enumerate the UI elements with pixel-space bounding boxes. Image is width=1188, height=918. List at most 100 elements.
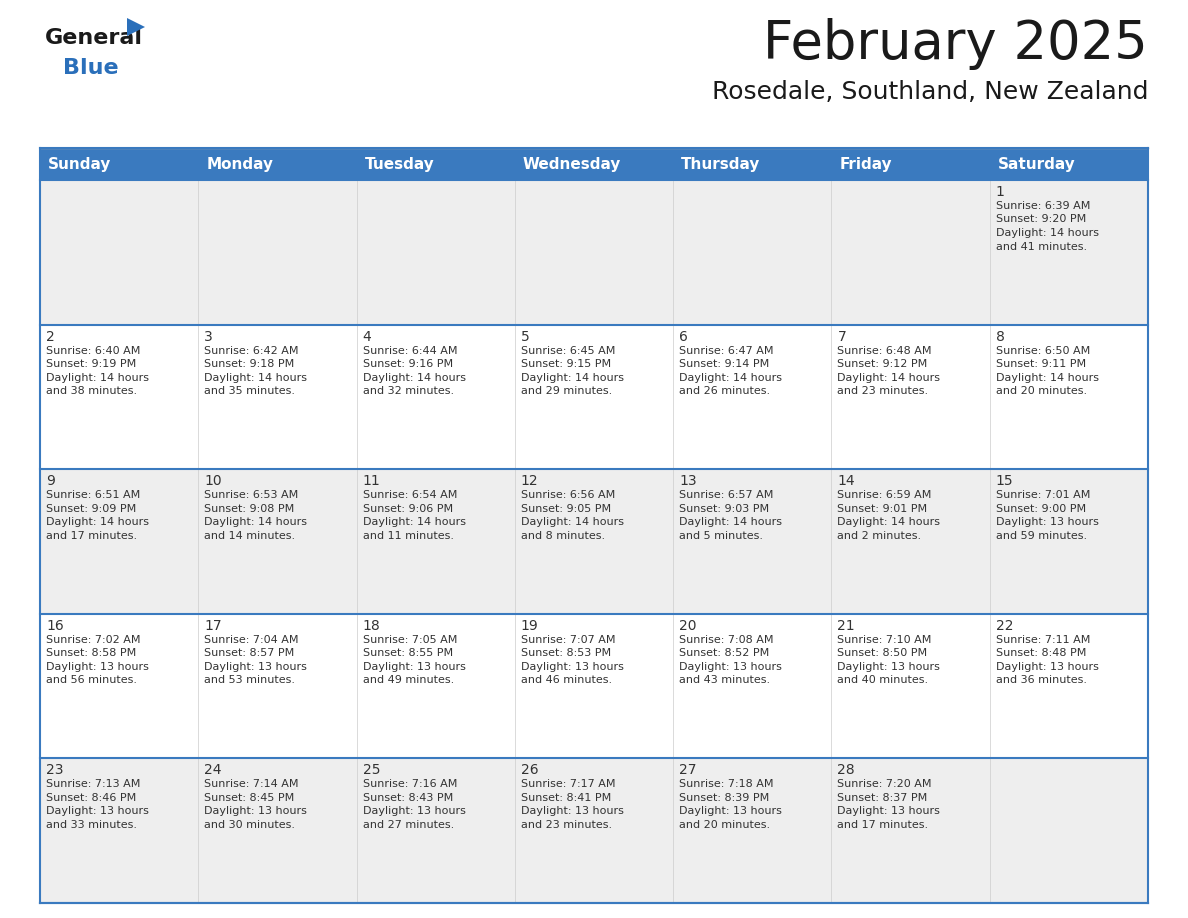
Text: and 11 minutes.: and 11 minutes.	[362, 531, 454, 541]
Text: Daylight: 14 hours: Daylight: 14 hours	[996, 228, 1099, 238]
Text: and 17 minutes.: and 17 minutes.	[46, 531, 137, 541]
Text: Sunset: 9:18 PM: Sunset: 9:18 PM	[204, 359, 295, 369]
Text: Sunset: 8:39 PM: Sunset: 8:39 PM	[680, 793, 770, 803]
Text: Thursday: Thursday	[681, 156, 760, 172]
Text: Sunrise: 6:42 AM: Sunrise: 6:42 AM	[204, 345, 299, 355]
Text: and 33 minutes.: and 33 minutes.	[46, 820, 137, 830]
Text: Tuesday: Tuesday	[365, 156, 435, 172]
Text: Sunset: 8:57 PM: Sunset: 8:57 PM	[204, 648, 295, 658]
Text: and 23 minutes.: and 23 minutes.	[520, 820, 612, 830]
Text: Sunrise: 7:18 AM: Sunrise: 7:18 AM	[680, 779, 773, 789]
Text: Sunset: 9:11 PM: Sunset: 9:11 PM	[996, 359, 1086, 369]
Text: Sunset: 8:45 PM: Sunset: 8:45 PM	[204, 793, 295, 803]
Bar	[40, 614, 1148, 758]
Text: Monday: Monday	[207, 156, 273, 172]
Text: and 53 minutes.: and 53 minutes.	[204, 676, 296, 686]
Text: and 14 minutes.: and 14 minutes.	[204, 531, 296, 541]
Text: Saturday: Saturday	[998, 156, 1075, 172]
Text: and 8 minutes.: and 8 minutes.	[520, 531, 605, 541]
Text: 9: 9	[46, 475, 55, 488]
Bar	[40, 758, 1148, 903]
Text: and 35 minutes.: and 35 minutes.	[204, 386, 296, 396]
Text: 12: 12	[520, 475, 538, 488]
Text: Daylight: 13 hours: Daylight: 13 hours	[46, 806, 148, 816]
Text: Daylight: 14 hours: Daylight: 14 hours	[520, 517, 624, 527]
Text: and 23 minutes.: and 23 minutes.	[838, 386, 929, 396]
Text: Sunrise: 7:17 AM: Sunrise: 7:17 AM	[520, 779, 615, 789]
Text: Sunrise: 6:54 AM: Sunrise: 6:54 AM	[362, 490, 457, 500]
Text: Sunrise: 6:48 AM: Sunrise: 6:48 AM	[838, 345, 931, 355]
Text: Sunrise: 6:40 AM: Sunrise: 6:40 AM	[46, 345, 140, 355]
Text: Daylight: 14 hours: Daylight: 14 hours	[520, 373, 624, 383]
Text: 28: 28	[838, 764, 855, 778]
Text: Sunrise: 7:01 AM: Sunrise: 7:01 AM	[996, 490, 1091, 500]
Text: Daylight: 14 hours: Daylight: 14 hours	[996, 373, 1099, 383]
Text: and 41 minutes.: and 41 minutes.	[996, 241, 1087, 252]
Text: 10: 10	[204, 475, 222, 488]
Text: and 32 minutes.: and 32 minutes.	[362, 386, 454, 396]
Text: February 2025: February 2025	[763, 18, 1148, 70]
Text: Sunrise: 7:02 AM: Sunrise: 7:02 AM	[46, 635, 140, 644]
Text: 19: 19	[520, 619, 538, 633]
Text: and 5 minutes.: and 5 minutes.	[680, 531, 763, 541]
Text: Daylight: 14 hours: Daylight: 14 hours	[362, 517, 466, 527]
Text: Daylight: 14 hours: Daylight: 14 hours	[680, 373, 782, 383]
Text: Daylight: 13 hours: Daylight: 13 hours	[520, 806, 624, 816]
Text: 6: 6	[680, 330, 688, 343]
Text: and 27 minutes.: and 27 minutes.	[362, 820, 454, 830]
Text: Daylight: 14 hours: Daylight: 14 hours	[362, 373, 466, 383]
Text: 3: 3	[204, 330, 213, 343]
Text: Sunrise: 7:14 AM: Sunrise: 7:14 AM	[204, 779, 299, 789]
Text: and 2 minutes.: and 2 minutes.	[838, 531, 922, 541]
Text: Daylight: 13 hours: Daylight: 13 hours	[838, 806, 941, 816]
Text: Daylight: 14 hours: Daylight: 14 hours	[204, 517, 308, 527]
Text: 22: 22	[996, 619, 1013, 633]
Text: 24: 24	[204, 764, 222, 778]
Text: Sunset: 8:53 PM: Sunset: 8:53 PM	[520, 648, 611, 658]
Text: 14: 14	[838, 475, 855, 488]
Text: and 26 minutes.: and 26 minutes.	[680, 386, 770, 396]
Text: Sunrise: 7:11 AM: Sunrise: 7:11 AM	[996, 635, 1091, 644]
Text: Sunset: 8:58 PM: Sunset: 8:58 PM	[46, 648, 137, 658]
Text: Daylight: 13 hours: Daylight: 13 hours	[204, 806, 308, 816]
Text: and 30 minutes.: and 30 minutes.	[204, 820, 296, 830]
Text: and 43 minutes.: and 43 minutes.	[680, 676, 770, 686]
Text: 18: 18	[362, 619, 380, 633]
Text: Sunset: 9:12 PM: Sunset: 9:12 PM	[838, 359, 928, 369]
Text: Sunset: 8:41 PM: Sunset: 8:41 PM	[520, 793, 611, 803]
Text: Daylight: 13 hours: Daylight: 13 hours	[680, 806, 782, 816]
Text: Sunrise: 7:10 AM: Sunrise: 7:10 AM	[838, 635, 931, 644]
Text: Daylight: 13 hours: Daylight: 13 hours	[996, 662, 1099, 672]
Text: 11: 11	[362, 475, 380, 488]
Text: 8: 8	[996, 330, 1005, 343]
Text: Daylight: 14 hours: Daylight: 14 hours	[46, 517, 148, 527]
Text: Sunset: 8:55 PM: Sunset: 8:55 PM	[362, 648, 453, 658]
Text: Sunrise: 7:20 AM: Sunrise: 7:20 AM	[838, 779, 931, 789]
Text: 2: 2	[46, 330, 55, 343]
Text: and 17 minutes.: and 17 minutes.	[838, 820, 929, 830]
Text: Daylight: 13 hours: Daylight: 13 hours	[46, 662, 148, 672]
Text: and 46 minutes.: and 46 minutes.	[520, 676, 612, 686]
Text: Sunrise: 6:56 AM: Sunrise: 6:56 AM	[520, 490, 615, 500]
Text: Daylight: 14 hours: Daylight: 14 hours	[46, 373, 148, 383]
Text: and 40 minutes.: and 40 minutes.	[838, 676, 929, 686]
Text: Sunset: 9:09 PM: Sunset: 9:09 PM	[46, 504, 137, 514]
Text: Sunrise: 6:44 AM: Sunrise: 6:44 AM	[362, 345, 457, 355]
Text: and 49 minutes.: and 49 minutes.	[362, 676, 454, 686]
Text: 15: 15	[996, 475, 1013, 488]
Text: Sunrise: 7:07 AM: Sunrise: 7:07 AM	[520, 635, 615, 644]
Text: 25: 25	[362, 764, 380, 778]
Text: 1: 1	[996, 185, 1005, 199]
Text: Friday: Friday	[840, 156, 892, 172]
Text: Sunset: 8:48 PM: Sunset: 8:48 PM	[996, 648, 1086, 658]
Text: Daylight: 13 hours: Daylight: 13 hours	[362, 662, 466, 672]
Text: Sunrise: 7:13 AM: Sunrise: 7:13 AM	[46, 779, 140, 789]
Text: 16: 16	[46, 619, 64, 633]
Text: 21: 21	[838, 619, 855, 633]
Text: and 20 minutes.: and 20 minutes.	[680, 820, 770, 830]
Text: Blue: Blue	[63, 58, 119, 78]
Text: 23: 23	[46, 764, 63, 778]
Text: Sunset: 9:03 PM: Sunset: 9:03 PM	[680, 504, 770, 514]
Text: Sunset: 9:14 PM: Sunset: 9:14 PM	[680, 359, 770, 369]
Text: Sunrise: 6:57 AM: Sunrise: 6:57 AM	[680, 490, 773, 500]
